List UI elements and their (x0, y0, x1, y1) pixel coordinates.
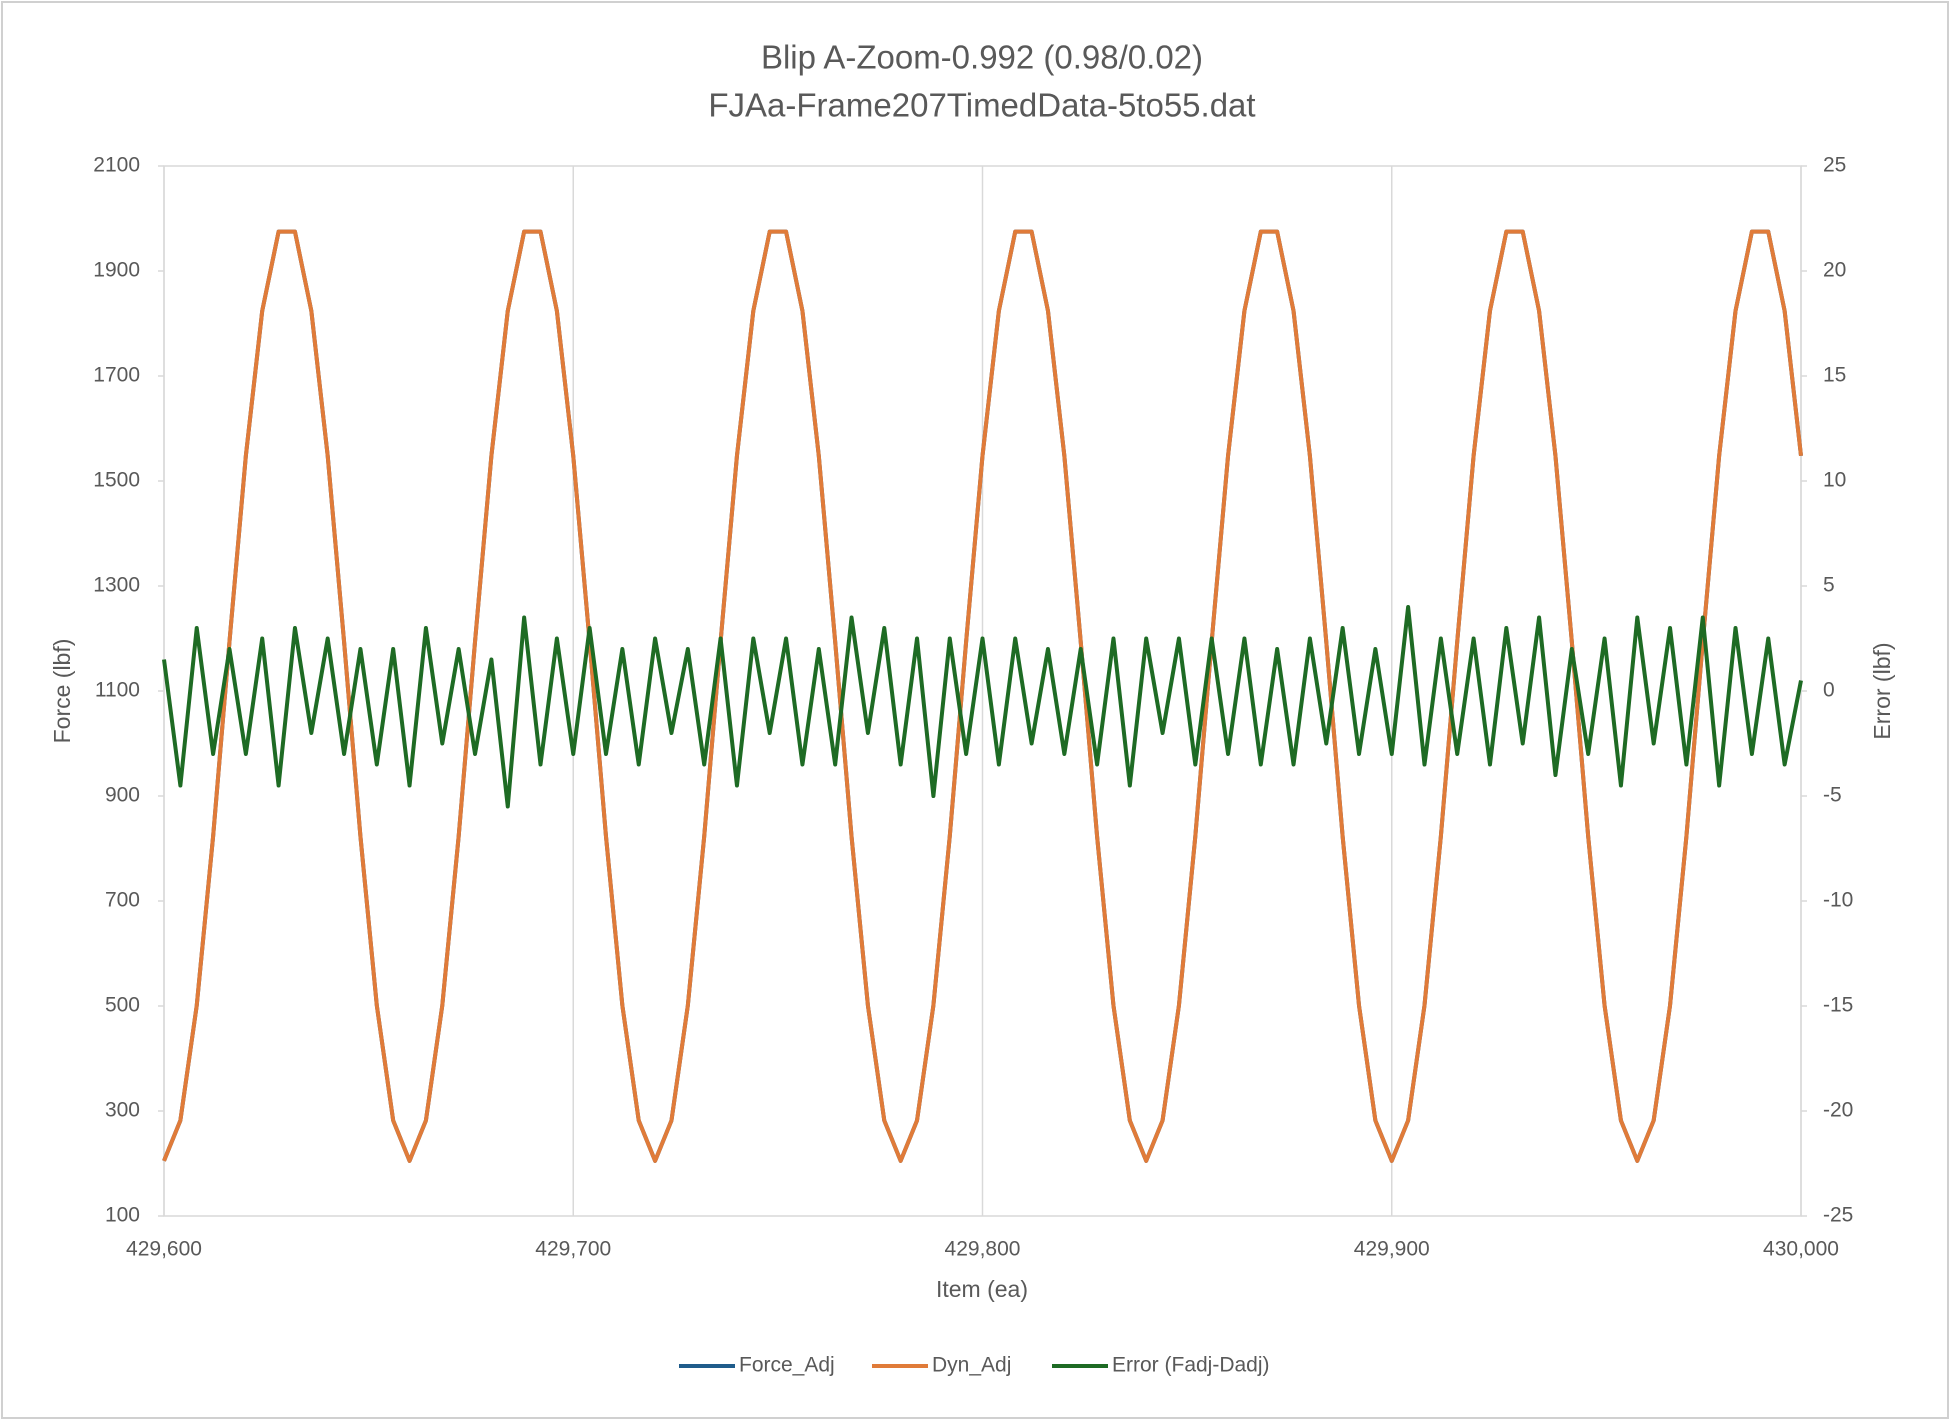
series-line (162, 229, 1803, 1163)
x-tick-label: 430,000 (1763, 1238, 1839, 1261)
y2-tick-label: -25 (1823, 1204, 1853, 1227)
y-tick-label: 700 (105, 889, 140, 912)
y-tick-label: 1500 (93, 469, 140, 492)
y-tick-label: 300 (105, 1099, 140, 1122)
chart-title: Blip A-Zoom-0.992 (0.98/0.02) (761, 39, 1203, 76)
y-tick-label: 500 (105, 994, 140, 1017)
legend-label: Error (Fadj-Dadj) (1112, 1354, 1270, 1377)
y-tick-label: 1700 (93, 364, 140, 387)
y-tick-label: 2100 (93, 154, 140, 177)
x-tick-label: 429,800 (945, 1238, 1021, 1261)
series-line (162, 605, 1803, 809)
x-tick-label: 429,600 (126, 1238, 202, 1261)
y-tick-label: 900 (105, 784, 140, 807)
legend-label: Force_Adj (739, 1354, 835, 1377)
y-tick-label: 1300 (93, 574, 140, 597)
y2-tick-label: 0 (1823, 679, 1835, 702)
x-axis-title: Item (ea) (936, 1276, 1028, 1302)
legend-label: Dyn_Adj (932, 1354, 1011, 1377)
y-tick-label: 1100 (95, 679, 140, 702)
y2-tick-label: -20 (1823, 1099, 1853, 1122)
chart-subtitle: FJAa-Frame207TimedData-5to55.dat (708, 87, 1255, 124)
y2-tick-label: -15 (1823, 994, 1853, 1017)
y2-axis-title: Error (lbf) (1869, 642, 1895, 739)
y-tick-label: 1900 (93, 259, 140, 282)
x-tick-label: 429,700 (535, 1238, 611, 1261)
y-axis-title: Force (lbf) (49, 639, 75, 744)
y2-tick-label: 15 (1823, 364, 1846, 387)
y2-tick-label: 5 (1823, 574, 1835, 597)
y-tick-label: 100 (105, 1204, 140, 1227)
y2-tick-label: 25 (1823, 154, 1846, 177)
x-tick-label: 429,900 (1354, 1238, 1430, 1261)
y2-tick-label: 10 (1823, 469, 1846, 492)
y2-tick-label: 20 (1823, 259, 1846, 282)
y2-tick-label: -5 (1823, 784, 1842, 807)
y2-tick-label: -10 (1823, 889, 1853, 912)
